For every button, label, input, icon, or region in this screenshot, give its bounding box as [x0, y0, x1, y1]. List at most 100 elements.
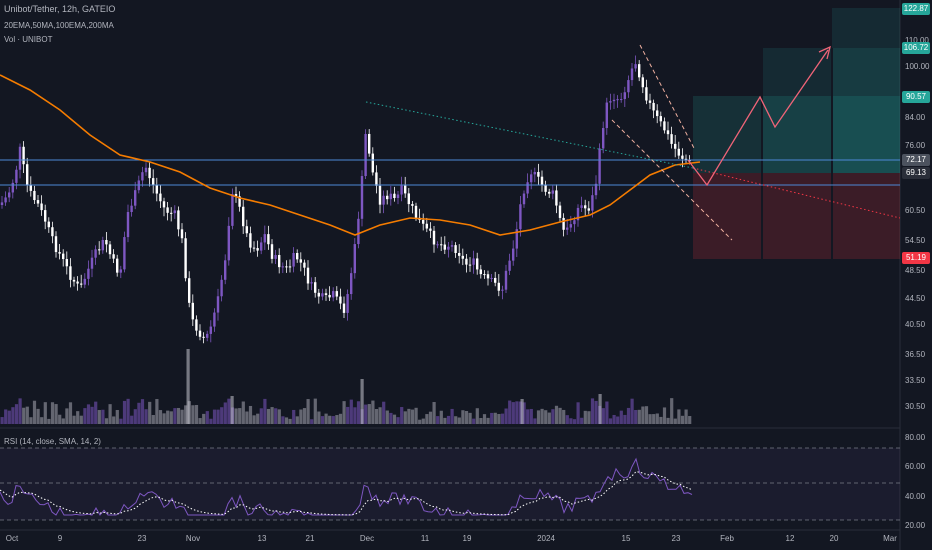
volume-bar	[112, 416, 116, 424]
price-axis-label: 33.50	[905, 376, 926, 385]
volume-bar	[680, 415, 685, 424]
volume-bar	[313, 398, 317, 424]
candle-body	[526, 182, 529, 194]
volume-bar	[392, 414, 397, 424]
volume-bar	[86, 404, 91, 424]
candle-body	[494, 277, 497, 283]
price-axis-label: 48.50	[905, 266, 926, 275]
volume-bar	[666, 417, 670, 424]
candle-body	[454, 245, 457, 253]
volume-bar	[47, 418, 51, 424]
candle-body	[468, 264, 472, 266]
volume-bar	[180, 409, 184, 424]
volume-bar	[619, 410, 623, 424]
projection-path	[687, 49, 829, 187]
candle-body	[36, 200, 40, 204]
candle-body	[591, 195, 594, 211]
volume-bar	[292, 409, 296, 424]
time-axis-label: 21	[305, 534, 315, 543]
price-tag: 106.72	[902, 42, 930, 54]
volume-spike	[230, 396, 234, 424]
candle-body	[195, 319, 198, 331]
volume-bar	[432, 402, 436, 424]
candle-body	[152, 178, 155, 186]
volume-bar	[130, 415, 134, 424]
candle-body	[26, 164, 29, 186]
candle-body	[519, 204, 522, 230]
volume-bar	[68, 402, 73, 424]
candle-body	[209, 326, 212, 334]
volume-bar	[353, 407, 357, 424]
volume-bar	[425, 414, 429, 424]
volume-bar	[533, 418, 537, 424]
candle-body	[483, 274, 486, 276]
symbol-legend[interactable]: Unibot/Tether, 12h, GATEIO	[4, 4, 116, 14]
candle-body	[108, 244, 112, 255]
volume-bar	[324, 413, 328, 424]
candle-body	[573, 220, 576, 225]
volume-bar	[565, 415, 569, 424]
volume-bar	[648, 414, 652, 424]
volume-bar	[482, 414, 487, 424]
volume-bar	[158, 410, 163, 424]
candle-body	[260, 242, 263, 251]
volume-bar	[162, 413, 166, 424]
candle-body	[623, 92, 626, 100]
volume-bar	[508, 400, 512, 424]
candle-body	[490, 277, 493, 279]
candle-body	[249, 233, 252, 248]
candle-body	[544, 184, 547, 192]
volume-bar	[212, 409, 217, 424]
candle-body	[587, 208, 590, 211]
price-tag: 69.13	[902, 167, 930, 179]
candle-body	[378, 185, 382, 205]
candle-body	[252, 247, 256, 249]
volume-spike	[520, 399, 524, 424]
volume-bar	[25, 406, 29, 424]
candle-body	[65, 259, 68, 267]
candle-body	[288, 266, 292, 268]
candle-body	[458, 252, 461, 256]
candle-body	[472, 258, 475, 265]
volume-bar	[194, 404, 199, 424]
volume-bar	[338, 413, 343, 424]
candle-body	[666, 130, 670, 135]
volume-bar	[216, 409, 220, 424]
indicators-legend[interactable]: 20EMA,50MA,100EMA,200MA	[4, 21, 114, 30]
lower-trendline	[692, 167, 901, 219]
candle-body	[69, 266, 72, 280]
candle-body	[353, 244, 356, 274]
volume-bar	[54, 404, 58, 424]
candle-body	[620, 99, 623, 101]
volume-bar	[428, 411, 433, 424]
volume-bar	[378, 407, 382, 424]
candle-body	[616, 99, 619, 101]
volume-legend[interactable]: Vol · UNIBOT	[4, 35, 53, 44]
volume-bar	[605, 401, 609, 424]
price-tag: 90.57	[902, 91, 930, 103]
volume-bar	[288, 418, 292, 424]
candle-body	[652, 102, 655, 111]
time-axis-label: 19	[462, 534, 472, 543]
volume-bar	[205, 411, 209, 424]
volume-bar	[612, 414, 616, 424]
candle-body	[425, 223, 428, 229]
volume-bar	[601, 408, 605, 424]
volume-bar	[140, 399, 145, 424]
candle-body	[177, 210, 180, 230]
candle-body	[461, 255, 464, 259]
volume-bar	[385, 410, 389, 424]
candle-body	[101, 239, 104, 251]
volume-bar	[616, 416, 620, 424]
candle-body	[238, 196, 241, 207]
candle-body	[62, 253, 65, 260]
volume-bar	[7, 410, 11, 424]
candle-body	[198, 330, 202, 337]
rsi-legend[interactable]: RSI (14, close, SMA, 14, 2)	[4, 437, 101, 446]
candle-body	[389, 193, 392, 200]
volume-bars	[0, 349, 692, 424]
candle-body	[303, 262, 306, 268]
volume-bar	[90, 406, 94, 424]
rsi-axis-label: 80.00	[905, 433, 926, 442]
